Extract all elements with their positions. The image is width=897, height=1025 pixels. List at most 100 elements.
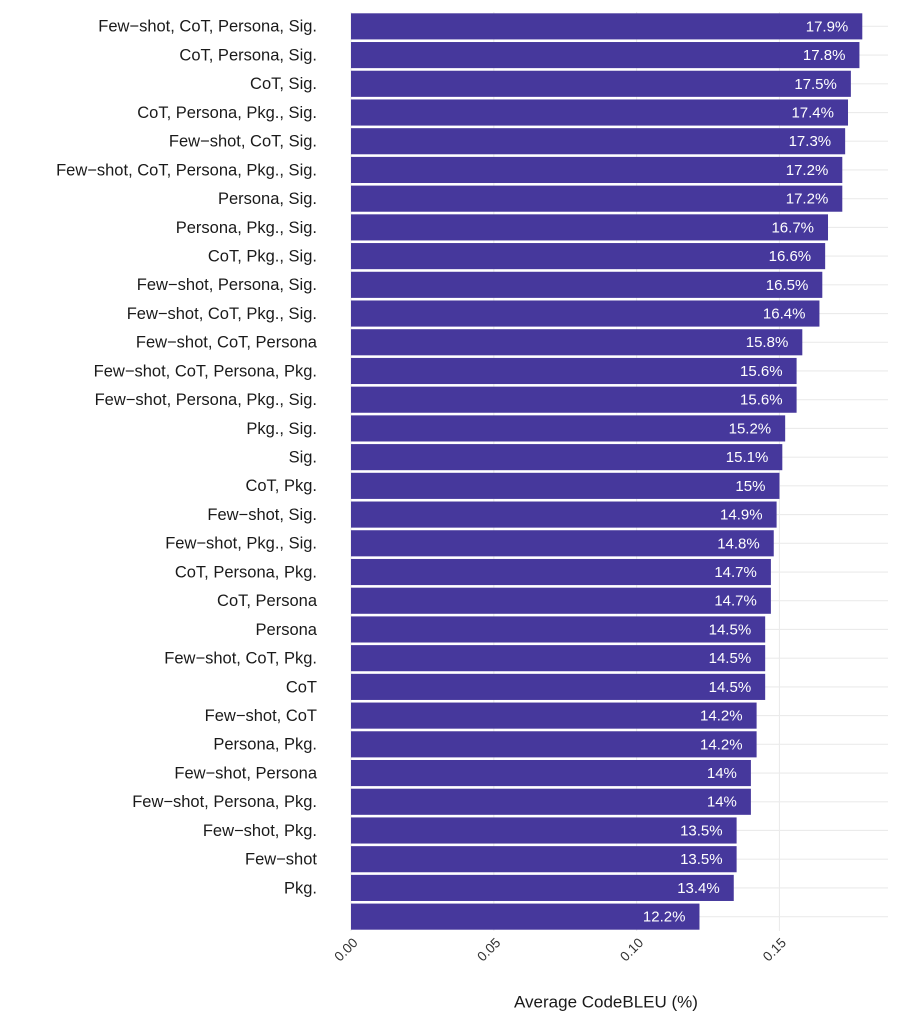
value-label: 14.9% [720,507,763,524]
bar [351,357,797,385]
x-tick-label: 0.05 [474,935,503,964]
y-tick-label: Few−shot, CoT, Persona, Sig. [98,18,317,36]
value-label: 15.8% [746,334,789,351]
y-tick-label: CoT, Persona, Sig. [179,46,317,64]
y-tick-label: CoT, Persona [217,592,318,610]
bar [351,13,863,40]
y-tick-label: Few−shot, CoT, Pkg., Sig. [127,305,317,323]
value-label: 17.2% [786,162,829,179]
y-tick-label: Few−shot, Pkg. [203,822,317,840]
bar [351,501,777,528]
value-label: 17.4% [791,104,834,121]
x-axis-title: Average CodeBLEU (%) [514,992,698,1011]
y-tick-label: CoT, Sig. [250,75,317,93]
value-label: 16.5% [766,277,809,294]
bar [351,70,851,97]
value-label: 14.8% [717,535,760,552]
y-tick-label: Few−shot, Pkg., Sig. [165,535,317,553]
y-tick-label: CoT, Pkg. [245,477,317,495]
x-tick-label: 0.00 [331,935,360,964]
value-label: 13.4% [677,880,720,897]
bar [351,214,829,241]
value-label: 13.5% [680,822,723,839]
bar [351,817,737,844]
bar [351,185,843,212]
value-label: 16.7% [771,219,814,236]
x-tick-label: 0.15 [760,935,789,964]
bar [351,587,771,614]
y-tick-label: Pkg. [284,879,317,897]
y-tick-label: Persona, Pkg. [213,736,317,754]
bar [351,903,700,930]
value-label: 15.1% [726,449,769,466]
value-label: 12.2% [643,909,686,926]
y-tick-label: Few−shot, CoT, Persona [136,334,318,352]
value-label: 14.2% [700,708,743,725]
value-label: 15.2% [729,420,772,437]
bar [351,530,774,557]
bar [351,415,786,442]
value-label: 14% [707,765,737,782]
value-label: 15.6% [740,392,783,409]
value-label: 17.8% [803,47,846,64]
y-tick-label: Few−shot, Persona [174,764,317,782]
value-label: 14.2% [700,736,743,753]
bar [351,329,803,356]
value-label: 16.6% [769,248,812,265]
bar [351,645,766,672]
y-tick-label: Persona [256,621,318,639]
bar [351,702,757,729]
value-label: 14.5% [709,679,752,696]
value-label: 14.5% [709,650,752,667]
y-tick-label: Sig. [289,449,317,467]
bar [351,444,783,471]
bar [351,472,780,499]
bar [351,846,737,873]
value-label: 14.7% [714,593,757,610]
y-tick-label: CoT, Pkg., Sig. [208,247,317,265]
bar [351,156,843,184]
bar [351,271,823,298]
value-label: 17.5% [794,76,837,93]
value-label: 16.4% [763,306,806,323]
y-tick-label: Few−shot, Persona, Pkg., Sig. [95,391,317,409]
value-label: 15.6% [740,363,783,380]
y-tick-label: Few−shot, Persona, Pkg. [132,793,317,811]
y-tick-label: Few−shot, CoT, Pkg. [164,650,317,668]
value-label: 14% [707,794,737,811]
y-tick-label: Few−shot, CoT, Persona, Pkg., Sig. [56,161,317,179]
y-tick-label: Few−shot, CoT [205,707,317,725]
y-tick-label: Few−shot, Persona, Sig. [137,276,317,294]
bar [351,788,751,815]
value-label: 17.3% [789,133,832,150]
value-label: 17.2% [786,191,829,208]
y-tick-label: CoT, Persona, Pkg., Sig. [137,104,317,122]
bar [351,99,849,126]
y-tick-label: Persona, Sig. [218,190,317,208]
y-tick-label: Few−shot, Sig. [207,506,317,524]
x-tick-label: 0.10 [617,935,646,964]
bar [351,759,751,787]
y-tick-label: Few−shot [245,851,317,869]
bar [351,386,797,413]
value-label: 15% [735,478,765,495]
y-tick-label: Few−shot, CoT, Persona, Pkg. [94,362,317,380]
y-tick-label: CoT, Persona, Pkg. [175,563,317,581]
bar [351,300,820,327]
value-label: 17.9% [806,18,849,35]
bar [351,42,860,69]
bar [351,616,766,643]
bar [351,874,734,901]
y-tick-label: Pkg., Sig. [246,420,317,438]
value-label: 14.7% [714,564,757,581]
bar [351,673,766,700]
value-label: 14.5% [709,621,752,638]
bar [351,243,826,270]
bar [351,731,757,758]
value-label: 13.5% [680,851,723,868]
y-tick-label: Persona, Pkg., Sig. [176,219,317,237]
y-tick-label: Few−shot, CoT, Sig. [169,133,317,151]
y-tick-label: CoT [286,678,317,696]
bar [351,128,846,155]
